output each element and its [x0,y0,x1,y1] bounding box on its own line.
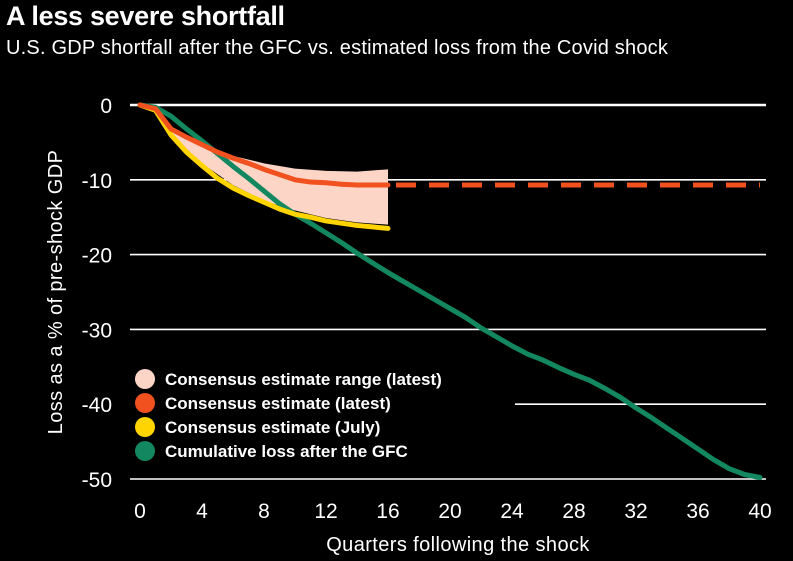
consensus-july-line [137,102,391,231]
x-tick-label: 20 [438,500,461,523]
x-tick-label: 12 [314,500,337,523]
y-tick-label: -30 [82,319,112,342]
legend-label: Cumulative loss after the GFC [165,442,408,461]
x-axis-label: Quarters following the shock [326,534,590,556]
legend-label: Consensus estimate range (latest) [165,370,442,389]
x-tick-label: 16 [376,500,399,523]
chart-title: A less severe shortfall [6,1,285,31]
legend-marker [135,393,155,413]
legend-marker [135,369,155,389]
y-tick-label: -20 [82,245,112,268]
x-tick-label: 32 [624,500,647,523]
x-tick-label: 8 [258,500,270,523]
x-tick-label: 4 [196,500,208,523]
chart-subtitle: U.S. GDP shortfall after the GFC vs. est… [6,37,669,59]
x-tick-label: 24 [500,500,524,523]
legend-label: Consensus estimate (latest) [165,394,391,413]
legend-marker [135,441,155,461]
x-tick-label: 36 [686,500,709,523]
legend: Consensus estimate range (latest) Consens… [135,369,442,461]
legend-marker [135,417,155,437]
x-tick-label: 40 [748,500,771,523]
y-tick-labels: 0 -10 -20 -30 -40 -50 [82,95,112,492]
x-tick-label: 28 [562,500,585,523]
x-tick-label: 0 [134,500,146,523]
x-tick-labels: 0 4 8 12 16 20 24 28 32 36 40 [134,500,772,523]
y-tick-label: -50 [82,469,112,492]
y-tick-label: -10 [82,170,112,193]
y-tick-label: -40 [82,394,112,417]
y-axis-label: Loss as a % of pre-shock GDP [45,150,67,435]
y-tick-label: 0 [100,95,112,118]
legend-label: Consensus estimate (July) [165,418,380,437]
plot-area [137,102,763,481]
gfc-cumulative-loss-line [137,102,763,481]
consensus-latest-line [137,102,391,188]
